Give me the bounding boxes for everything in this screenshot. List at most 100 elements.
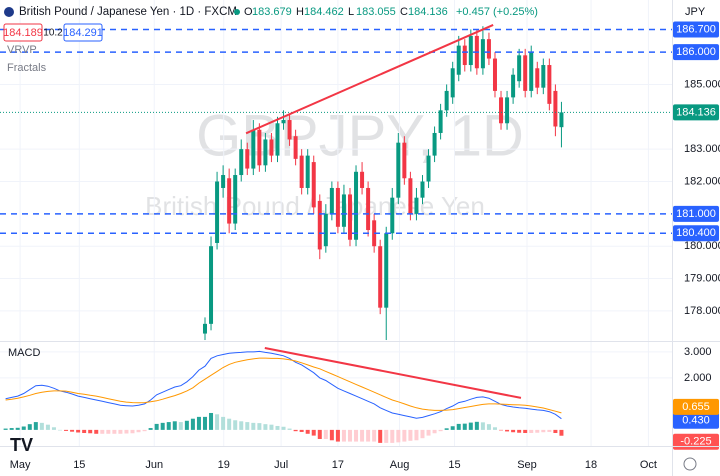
logo[interactable]: TV — [10, 435, 33, 455]
candle-body — [480, 39, 485, 69]
ohlc-value: 183.679 — [252, 6, 292, 18]
histogram-bar — [299, 429, 304, 432]
candle-body — [366, 187, 371, 231]
candle-body — [420, 181, 425, 198]
histogram-bar — [396, 429, 401, 443]
histogram-bar — [492, 427, 497, 430]
x-tick-label: 19 — [218, 459, 230, 471]
ask-box[interactable] — [63, 23, 103, 42]
value-label: -0.225 — [680, 436, 711, 448]
value-label: 0.655 — [682, 401, 710, 413]
candle-body — [523, 55, 528, 91]
histogram-bar — [450, 426, 455, 430]
histogram-bar — [148, 428, 153, 430]
histogram-bar — [311, 429, 316, 436]
histogram-bar — [263, 424, 268, 430]
level-label: 180.400 — [676, 227, 716, 239]
histogram-bar — [293, 429, 298, 432]
y-tick-label: 183.000 — [684, 143, 720, 155]
histogram-bar — [499, 429, 504, 431]
candle-body — [287, 120, 292, 140]
histogram-bar — [221, 416, 226, 430]
candle-body — [335, 187, 340, 227]
histogram-bar — [390, 429, 395, 443]
histogram-bar — [468, 422, 473, 430]
level-label: 186.700 — [676, 23, 716, 35]
histogram-bar — [15, 427, 20, 430]
histogram-bar — [354, 429, 359, 442]
clock-icon[interactable] — [683, 457, 697, 471]
price-pane — [0, 0, 672, 341]
candle-body — [535, 68, 540, 88]
candle-body — [263, 139, 268, 166]
histogram-bar — [202, 416, 207, 430]
histogram-bar — [281, 426, 286, 430]
candle-body — [305, 155, 310, 188]
histogram-bar — [88, 429, 93, 434]
candle-body — [456, 45, 461, 75]
histogram-bar — [178, 422, 183, 430]
histogram-bar — [239, 421, 244, 430]
histogram-bar — [112, 429, 117, 434]
histogram-bar — [251, 422, 256, 430]
histogram-bar — [118, 429, 123, 434]
histogram-bar — [64, 429, 69, 431]
candle-body — [553, 90, 558, 127]
candle-body — [227, 178, 232, 224]
histogram-bar — [335, 429, 340, 442]
candle-body — [408, 178, 413, 214]
ohlc-letter: O — [244, 6, 253, 18]
histogram-bar — [3, 428, 8, 430]
candle-body — [293, 136, 298, 159]
spread: 10.2 — [43, 28, 63, 39]
candle-body — [396, 142, 401, 198]
candle-body — [402, 142, 407, 179]
histogram-bar — [257, 423, 262, 430]
x-tick-label: Aug — [390, 459, 410, 471]
macd-title: MACD — [8, 347, 40, 359]
histogram-bar — [517, 429, 522, 433]
watermark: GBPJPY, 1D — [196, 103, 524, 168]
histogram-bar — [51, 427, 56, 430]
bid-box[interactable] — [3, 23, 43, 42]
candle-body — [426, 155, 431, 182]
histogram-bar — [462, 423, 467, 430]
histogram-bar — [329, 429, 334, 441]
histogram-bar — [541, 429, 546, 433]
histogram-bar — [130, 429, 135, 434]
histogram-bar — [154, 423, 159, 430]
candle-body — [529, 52, 534, 91]
candle-body — [257, 129, 262, 166]
candle-body — [209, 246, 214, 324]
histogram-bar — [142, 429, 147, 432]
ohlc-value: 183.055 — [356, 6, 396, 18]
last-price-box — [673, 104, 719, 121]
ohlc-letter: H — [296, 6, 304, 18]
candle-body — [215, 181, 220, 243]
value-label: 0.430 — [682, 415, 710, 427]
histogram-bar — [480, 422, 485, 430]
histogram-bar — [402, 429, 407, 442]
histogram-bar — [347, 429, 352, 442]
histogram-bar — [341, 429, 346, 442]
ohlc-letter: C — [400, 6, 408, 18]
ohlc-value: 184.462 — [304, 6, 344, 18]
x-tick-label: Oct — [640, 459, 657, 471]
candle-body — [245, 149, 250, 169]
histogram-bar — [553, 429, 558, 433]
histogram-bar — [456, 423, 461, 430]
histogram-bar — [57, 429, 62, 431]
symbol-title[interactable]: British Pound / Japanese Yen · 1D · FXCM — [19, 6, 237, 18]
histogram-bar — [438, 429, 443, 432]
indicator-label[interactable]: Fractals — [7, 62, 47, 74]
histogram-bar — [523, 429, 528, 433]
candle-body — [414, 197, 419, 214]
indicator-label[interactable]: VRVP — [7, 44, 37, 56]
histogram-bar — [269, 424, 274, 430]
macd-line — [5, 350, 562, 420]
candle-body — [444, 90, 449, 111]
x-tick-label: Jul — [274, 459, 288, 471]
histogram-bar — [209, 412, 214, 430]
histogram-bar — [535, 429, 540, 433]
histogram-bar — [408, 429, 413, 441]
